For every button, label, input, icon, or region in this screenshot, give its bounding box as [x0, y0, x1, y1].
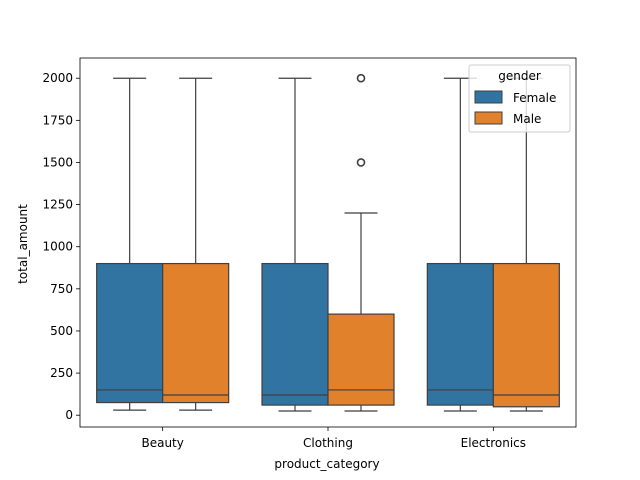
y-tick-label: 1750 — [42, 113, 73, 127]
outlier-point — [356, 73, 366, 83]
box-male-electronics — [492, 77, 560, 412]
box-female-clothing — [261, 77, 329, 412]
box-male-beauty — [162, 77, 230, 411]
iqr-box — [492, 262, 560, 408]
y-tick-label: 250 — [50, 366, 73, 380]
x-tick-label: Beauty — [141, 436, 183, 450]
legend-title: gender — [498, 69, 541, 83]
x-axis: Beauty Clothing Electronics — [141, 427, 526, 450]
outlier-point — [356, 158, 366, 167]
iqr-box — [162, 262, 230, 404]
y-tick-label: 500 — [50, 324, 73, 338]
iqr-box — [96, 262, 164, 404]
legend: gender Female Male — [468, 64, 571, 133]
legend-swatch-female — [474, 90, 503, 104]
x-axis-label: product_category — [274, 457, 379, 471]
y-tick-label: 2000 — [42, 71, 73, 85]
legend-label-female: Female — [513, 91, 556, 105]
iqr-box — [261, 262, 329, 406]
x-tick-label: Clothing — [303, 436, 353, 450]
box-male-clothing — [327, 73, 395, 412]
legend-label-male: Male — [513, 112, 541, 126]
box-female-beauty — [96, 77, 164, 411]
y-tick-label: 750 — [50, 282, 73, 296]
iqr-box — [327, 313, 395, 406]
y-tick-label: 0 — [65, 408, 73, 422]
y-axis-label: total_amount — [16, 204, 30, 284]
legend-swatch-male — [474, 111, 503, 125]
x-tick-label: Electronics — [461, 436, 526, 450]
y-tick-label: 1250 — [42, 198, 73, 212]
y-tick-label: 1500 — [42, 155, 73, 169]
y-tick-label: 1000 — [42, 240, 73, 254]
y-axis: 0 250 500 750 1000 1250 1500 1750 2000 — [42, 71, 80, 422]
iqr-box — [426, 262, 494, 406]
